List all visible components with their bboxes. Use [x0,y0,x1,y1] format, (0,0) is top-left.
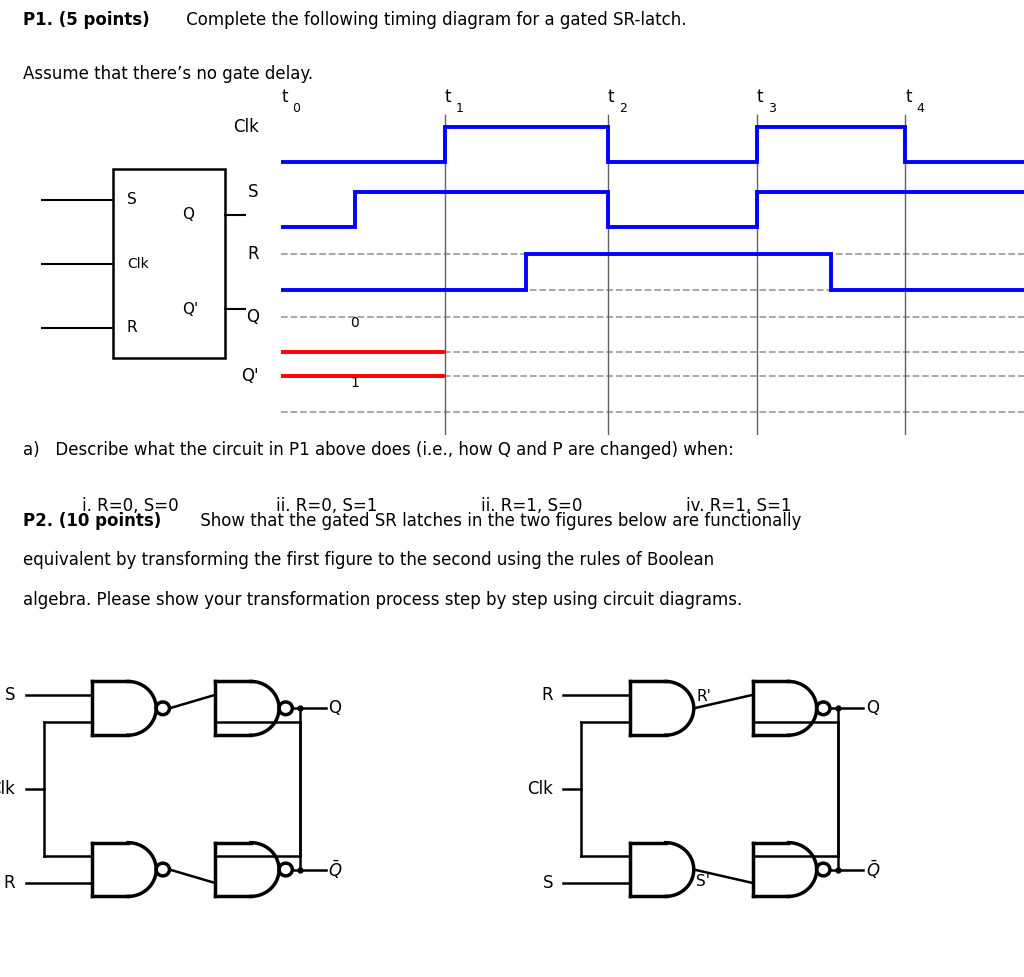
Text: t: t [444,88,451,106]
Text: Q: Q [246,308,259,325]
Text: Q: Q [865,700,879,717]
Text: R': R' [696,689,712,703]
Text: Clk: Clk [127,257,148,271]
Text: 4: 4 [916,102,924,114]
Text: R: R [542,686,553,703]
Text: 2: 2 [620,102,627,114]
Text: algebra. Please show your transformation process step by step using circuit diag: algebra. Please show your transformation… [23,591,741,610]
Text: Clk: Clk [0,780,15,798]
Text: equivalent by transforming the first figure to the second using the rules of Boo: equivalent by transforming the first fig… [23,551,714,570]
Text: Show that the gated SR latches in the two figures below are functionally: Show that the gated SR latches in the tw… [195,512,801,530]
Text: Q: Q [328,700,341,717]
Text: R: R [4,874,15,892]
Bar [113,169,225,359]
Text: Q': Q' [182,302,199,317]
Text: S: S [127,192,137,207]
Text: t: t [757,88,763,106]
Text: $\bar{Q}$: $\bar{Q}$ [328,859,343,880]
Text: t: t [282,88,288,106]
Text: Q': Q' [242,367,259,385]
Text: 3: 3 [768,102,775,114]
Text: R: R [127,320,137,335]
Text: iv. R=1, S=1: iv. R=1, S=1 [686,497,792,515]
Text: t: t [608,88,614,106]
Text: 1: 1 [456,102,464,114]
Text: $\bar{Q}$: $\bar{Q}$ [865,859,881,880]
Text: Assume that there’s no gate delay.: Assume that there’s no gate delay. [23,64,312,83]
Text: S: S [248,183,259,201]
Text: Q: Q [182,207,195,222]
Text: P1. (5 points): P1. (5 points) [23,11,150,29]
Text: R: R [247,245,259,263]
Text: S: S [543,874,553,892]
Text: S': S' [696,874,711,889]
Text: P2. (10 points): P2. (10 points) [23,512,161,530]
Text: 1: 1 [350,376,359,390]
Text: Clk: Clk [527,780,553,798]
Text: ii. R=0, S=1: ii. R=0, S=1 [276,497,378,515]
Text: 0: 0 [350,316,359,330]
Text: ii. R=1, S=0: ii. R=1, S=0 [481,497,583,515]
Text: Clk: Clk [232,118,259,136]
Text: a)   Describe what the circuit in P1 above does (i.e., how Q and P are changed) : a) Describe what the circuit in P1 above… [23,441,733,458]
Text: t: t [905,88,911,106]
Text: 0: 0 [292,102,300,114]
Text: S: S [5,686,15,703]
Text: Complete the following timing diagram for a gated SR-latch.: Complete the following timing diagram fo… [181,11,687,29]
Text: i. R=0, S=0: i. R=0, S=0 [82,497,178,515]
